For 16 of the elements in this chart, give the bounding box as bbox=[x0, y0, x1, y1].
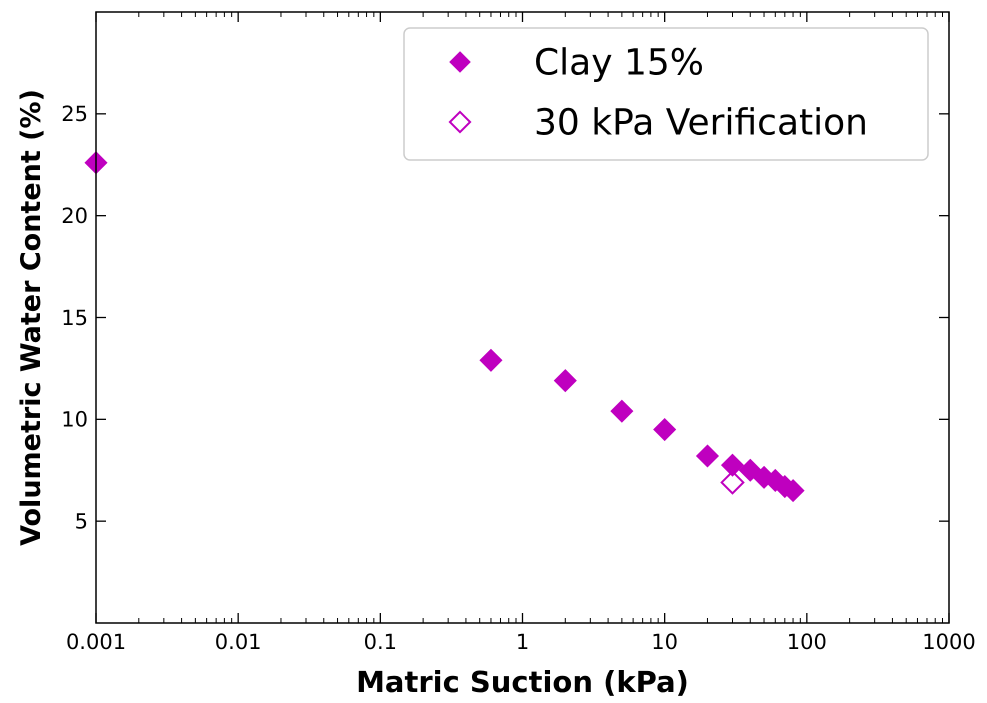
x-tick-label: 10 bbox=[651, 630, 678, 654]
x-axis-title: Matric Suction (kPa) bbox=[356, 665, 689, 699]
y-tick-label: 25 bbox=[61, 102, 88, 126]
x-tick-label: 1 bbox=[516, 630, 530, 654]
x-tick-label: 0.01 bbox=[214, 630, 262, 654]
x-tick-label: 0.001 bbox=[66, 630, 126, 654]
y-tick-label: 15 bbox=[61, 306, 88, 330]
y-tick-label: 20 bbox=[61, 204, 88, 228]
legend-label: Clay 15% bbox=[534, 42, 704, 84]
y-tick-label: 10 bbox=[61, 408, 88, 432]
legend-label: 30 kPa Verification bbox=[534, 102, 868, 144]
x-tick-label: 0.1 bbox=[364, 630, 398, 654]
x-tick-label: 100 bbox=[786, 630, 827, 654]
x-tick-label: 1000 bbox=[922, 630, 976, 654]
y-axis-title: Volumetric Water Content (%) bbox=[16, 89, 47, 546]
y-tick-label: 5 bbox=[74, 510, 88, 534]
